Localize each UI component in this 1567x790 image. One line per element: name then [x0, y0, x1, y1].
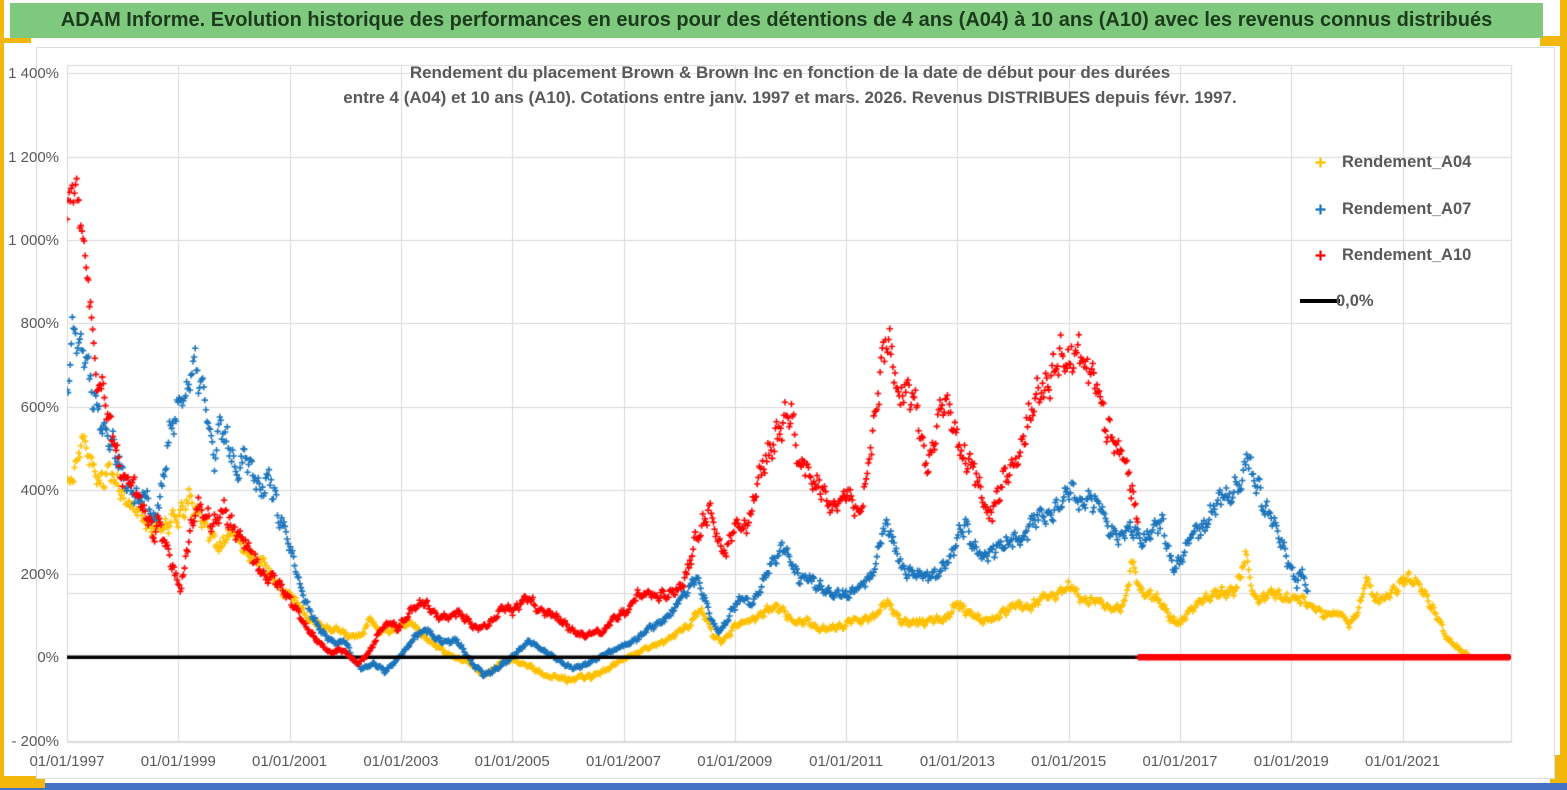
legend-item-rendement-a10[interactable]: Rendement_A10 [1298, 243, 1471, 267]
x-tick-label: 01/01/2019 [1253, 753, 1329, 770]
legend-item-0-0-[interactable]: 0,0% [1298, 289, 1374, 313]
legend-label: Rendement_A07 [1342, 199, 1472, 218]
x-tick-label: 01/01/2015 [1031, 753, 1107, 770]
chart-title-line1: Rendement du placement Brown & Brown Inc… [409, 63, 1171, 82]
legend-label: Rendement_A10 [1342, 245, 1472, 264]
x-tick-label: 01/01/2005 [474, 753, 550, 770]
x-tick-label: 01/01/2013 [919, 753, 995, 770]
x-tick-label: 01/01/2003 [363, 753, 439, 770]
y-tick-label: 200% [20, 565, 59, 583]
legend-plus-icon [1298, 203, 1342, 216]
x-tick-label: 01/01/1997 [29, 753, 105, 770]
y-tick-label: 400% [20, 482, 59, 500]
x-tick-label: 01/01/2017 [1142, 753, 1218, 770]
y-tick-label: 1 400% [8, 65, 59, 83]
chart-title: Rendement du placement Brown & Brown Inc… [200, 60, 1380, 110]
legend-item-rendement-a07[interactable]: Rendement_A07 [1298, 197, 1471, 221]
y-tick-label: 1 000% [8, 231, 59, 249]
y-tick-label: 600% [20, 398, 59, 416]
y-tick-label: 1 200% [8, 148, 59, 166]
legend-label: Rendement_A04 [1342, 152, 1472, 171]
legend-item-rendement-a04[interactable]: Rendement_A04 [1298, 150, 1471, 174]
legend-line-swatch [1298, 299, 1342, 303]
y-tick-label: 800% [20, 315, 59, 333]
x-tick-label: 01/01/1999 [140, 753, 216, 770]
legend-label: 0,0% [1336, 291, 1374, 310]
y-tick-label: - 200% [11, 732, 59, 750]
y-tick-label: 0% [37, 649, 59, 667]
x-tick-label: 01/01/2021 [1365, 753, 1441, 770]
x-tick-label: 01/01/2001 [252, 753, 328, 770]
x-tick-label: 01/01/2011 [809, 753, 884, 770]
x-tick-label: 01/01/2009 [697, 753, 773, 770]
chart-title-line2: entre 4 (A04) et 10 ans (A10). Cotations… [343, 88, 1237, 107]
x-tick-label: 01/01/2007 [585, 753, 662, 770]
legend-plus-icon [1298, 249, 1342, 262]
legend-plus-icon [1298, 156, 1342, 169]
